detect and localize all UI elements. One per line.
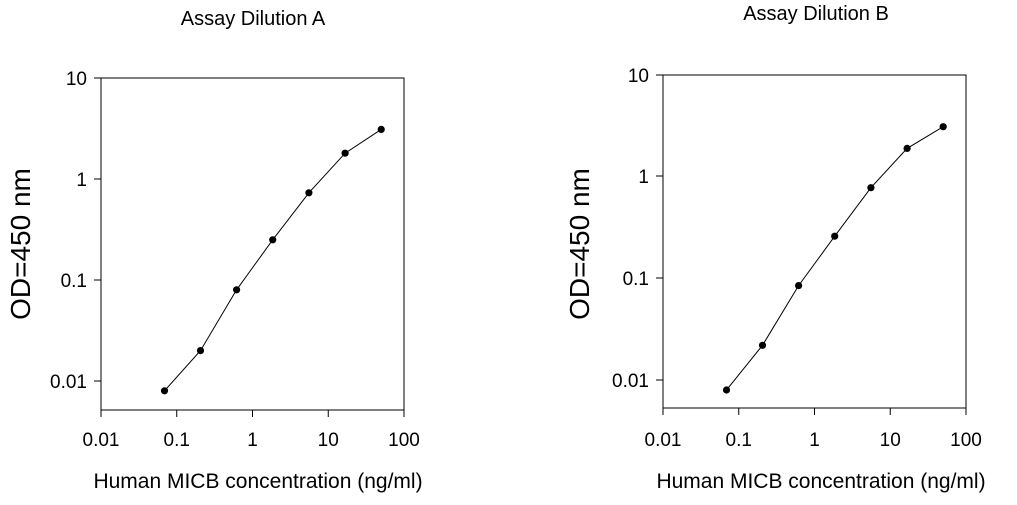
chart-a-x-axis-label: Human MICB concentration (ng/ml): [93, 470, 422, 493]
chart-a-data-point: [196, 347, 205, 355]
chart-a-y-ticks: [94, 77, 101, 382]
chart-b-series-line: [726, 126, 944, 391]
chart-a-data-point: [341, 149, 349, 157]
chart-b-data-point: [795, 282, 803, 290]
chart-b-ytick-label: 1: [638, 167, 649, 188]
chart-a-ytick-label: 0.1: [61, 271, 87, 292]
chart-b-x-ticks: [662, 408, 967, 415]
chart-b-xtick-label: 100: [950, 430, 982, 451]
chart-a-ytick-label: 1: [76, 170, 87, 191]
chart-b: Assay Dilution B 10 1 0.1 0.01 0.01 0.1 …: [564, 3, 986, 493]
chart-b-data-point: [939, 123, 947, 131]
chart-b-ytick-label: 0.1: [623, 269, 649, 290]
chart-b-title: Assay Dilution B: [743, 3, 889, 25]
chart-b-xtick-label: 0.01: [645, 430, 682, 451]
chart-a-series: [160, 125, 385, 395]
chart-a-data-point: [269, 236, 277, 244]
chart-a-data-point: [377, 125, 385, 133]
chart-a-y-axis-label: OD=450 nm: [5, 168, 36, 320]
chart-a-data-point: [160, 387, 169, 395]
chart-b-xtick-label: 1: [809, 430, 820, 451]
chart-b-data-point: [831, 232, 839, 240]
chart-b-plot-frame: [662, 74, 967, 409]
chart-b-series: [722, 123, 947, 394]
chart-a-x-ticks: [100, 410, 405, 417]
chart-b-data-point: [722, 386, 731, 394]
chart-b-data-point: [903, 144, 911, 152]
chart-a-title: Assay Dilution A: [181, 8, 326, 30]
chart-b-xtick-label: 10: [880, 430, 901, 451]
chart-b-y-ticks: [656, 74, 663, 381]
chart-a-plot-frame: [100, 77, 405, 411]
chart-a-xtick-label: 0.01: [83, 430, 120, 451]
chart-b-data-point: [758, 341, 767, 349]
chart-b-xtick-label: 0.1: [726, 430, 752, 451]
chart-b-x-axis-label: Human MICB concentration (ng/ml): [656, 470, 985, 493]
chart-a-xtick-label: 0.1: [164, 430, 190, 451]
chart-b-y-axis-label: OD=450 nm: [564, 168, 595, 320]
chart-a-xtick-label: 100: [388, 430, 420, 451]
chart-a-data-point: [305, 189, 313, 197]
chart-b-ytick-label: 0.01: [612, 371, 649, 392]
chart-a: Assay Dilution A 10 1 0.1 0.01 0.01 0.1 …: [5, 8, 423, 493]
chart-a-xtick-label: 1: [247, 430, 258, 451]
chart-a-ytick-label: 0.01: [50, 372, 87, 393]
chart-a-data-point: [233, 286, 241, 294]
chart-b-data-point: [867, 184, 875, 192]
chart-a-series-line: [164, 128, 382, 392]
chart-a-ytick-label: 10: [66, 69, 87, 90]
chart-b-ytick-label: 10: [628, 66, 649, 87]
chart-a-xtick-label: 10: [318, 430, 339, 451]
